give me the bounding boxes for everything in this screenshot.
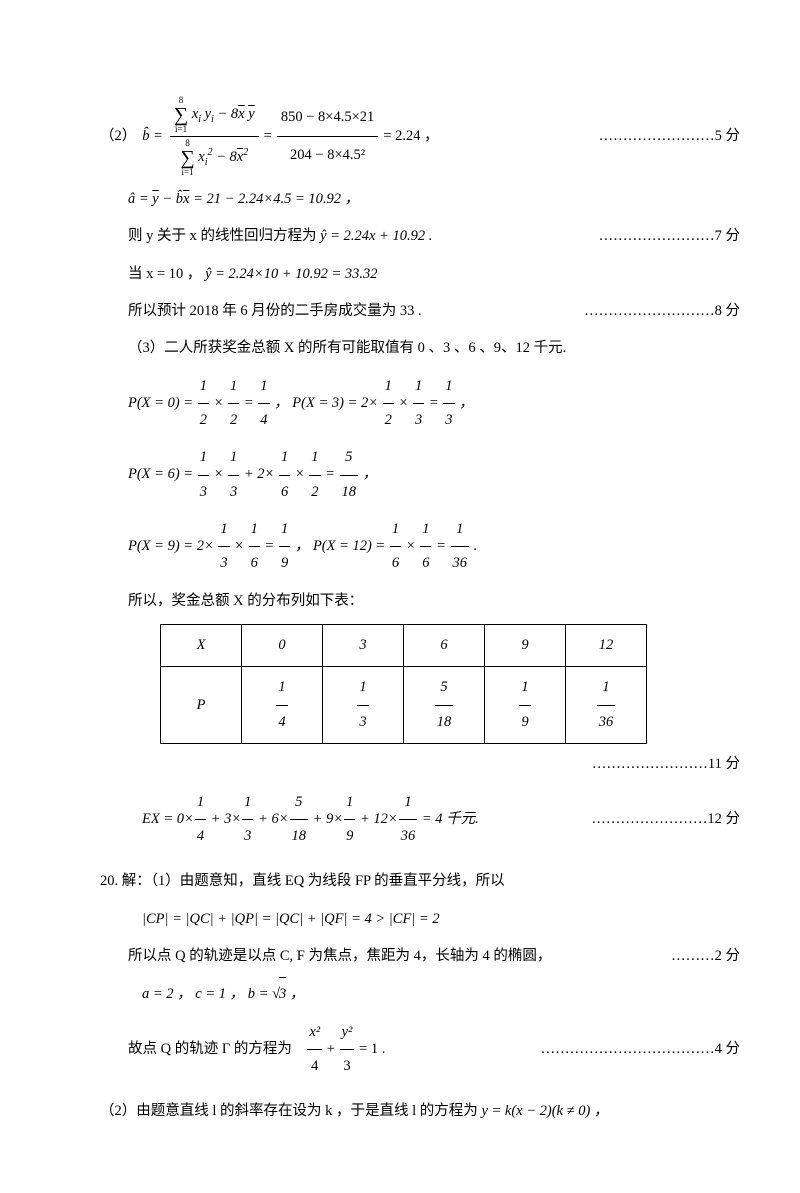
a-formula-row: â = y − b̂x = 21 − 2.24×4.5 = 10.92 ，: [100, 183, 740, 216]
a-formula: â = y − b̂x = 21 − 2.24×4.5 = 10.92 ，: [128, 191, 359, 207]
p9-p12-row: P(X = 9) = 2× 13 × 16 = 19 ， P(X = 12) =…: [100, 513, 740, 581]
p0-p3-row: P(X = 0) = 12 × 12 = 14 ， P(X = 3) = 2× …: [100, 370, 740, 438]
part2-b-formula: （2） b̂ = 8∑i=1 xi yi − 8x y 8∑i=1 xi2 − …: [100, 94, 740, 179]
regression-row: 则 y 关于 x 的线性回归方程为 ŷ = 2.24x + 10.92 . ………: [100, 220, 740, 253]
params-row: a = 2 ， c = 1 ， b = √3 ，: [100, 977, 740, 1011]
b-symbolic-fraction: 8∑i=1 xi yi − 8x y 8∑i=1 xi2 − 8x2: [170, 94, 259, 179]
p6-row: P(X = 6) = 13 × 13 + 2× 16 × 12 = 518 ，: [100, 441, 740, 509]
conclusion2: 所以预计 2018 年 6 月份的二手房成交量为 33 .: [128, 295, 576, 328]
mark-12: ……………………12 分: [583, 803, 740, 836]
x10-row: 当 x = 10 ， ŷ = 2.24×10 + 10.92 = 33.32: [100, 258, 740, 291]
table-prob-row: P 14 13 518 19 136: [161, 667, 647, 744]
mark-5: ……………………5 分: [591, 120, 740, 153]
trace-row: 所以点 Q 的轨迹是以点 C, F 为焦点，焦距为 4，长轴为 4 的椭圆， ……: [100, 940, 740, 973]
mark-2: ………2 分: [663, 940, 740, 973]
q20-part2-row: （2）由题意直线 l 的斜率存在设为 k ，于是直线 l 的方程为 y = k(…: [100, 1095, 740, 1128]
mark-4: ………………………………4 分: [533, 1033, 740, 1066]
mark-8: ………………………8 分: [576, 295, 740, 328]
part2-label: （2）: [100, 120, 136, 153]
cp-eq-row: |CP| = |QC| + |QP| = |QC| + |QF| = 4 > |…: [100, 903, 740, 936]
part3-intro: （3）二人所获奖金总额 X 的所有可能取值有 0 、3 、6 、9、12 千元.: [100, 332, 740, 365]
q20-header-row: 20. 解：（1）由题意知，直线 EQ 为线段 FP 的垂直平分线，所以: [100, 865, 740, 898]
x10-eq: ŷ = 2.24×10 + 10.92 = 33.32: [205, 266, 377, 282]
table-header-row: X 0 3 6 9 12: [161, 625, 647, 667]
gamma-eq-row: 故点 Q 的轨迹 Γ 的方程为 x²4 + y²3 = 1 . ………………………: [100, 1016, 740, 1084]
mark-11: ……………………11 分: [584, 748, 740, 781]
table-intro-row: 所以，奖金总额 X 的分布列如下表：: [100, 585, 740, 618]
regress-eq: ŷ = 2.24x + 10.92 .: [320, 228, 432, 244]
distribution-table: X 0 3 6 9 12 P 14 13 518 19 136: [160, 624, 647, 744]
x10-prefix: 当 x = 10 ，: [128, 266, 201, 282]
mark-7: ……………………7 分: [591, 220, 740, 253]
mark-11-row: ……………………11 分: [100, 748, 740, 781]
regress-prefix: 则 y 关于 x 的线性回归方程为: [128, 228, 317, 244]
b-result: = 2.24 ，: [383, 120, 438, 153]
b-numeric-fraction: 850 − 8×4.5×21 204 − 8×4.5²: [277, 99, 378, 175]
ex-row: EX = 0×14 + 3×13 + 6×518 + 9×19 + 12×136…: [100, 786, 740, 854]
conclusion2-row: 所以预计 2018 年 6 月份的二手房成交量为 33 . ………………………8…: [100, 295, 740, 328]
